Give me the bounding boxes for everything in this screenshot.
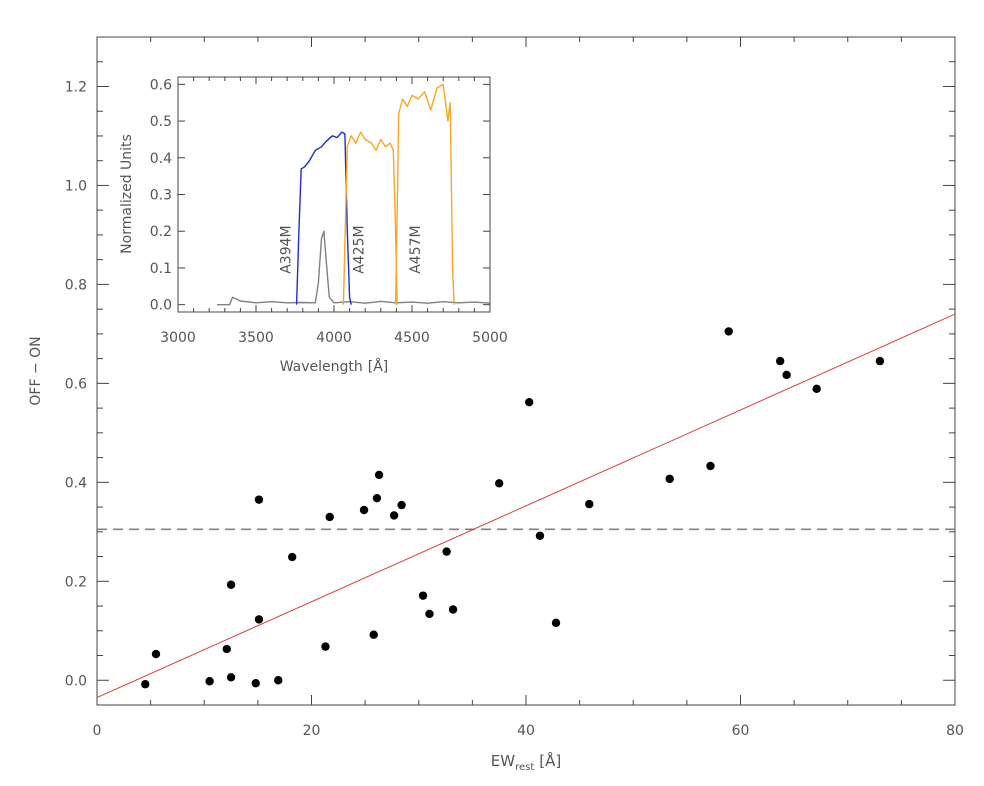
main-scatter-plot: 0 20 40 60 80 0.0 0.2 0.4 0.6 0.8 1.0 1.2 EWrest [Å… xyxy=(28,36,964,773)
main-y-tick-label: 1.0 xyxy=(65,178,87,194)
inset-filter-labels: A394M A425M A457M xyxy=(278,225,423,273)
data-point xyxy=(775,356,785,366)
inset-x-ticks: 3000 3500 4000 4500 5000 xyxy=(160,77,508,346)
main-y-ticks: 0.0 0.2 0.4 0.6 0.8 1.0 1.2 xyxy=(65,61,955,706)
inset-spectrum-plot: 3000 3500 4000 4500 5000 0.00.10.20.30.40.50… xyxy=(119,76,508,375)
data-point xyxy=(369,630,378,639)
data-point xyxy=(205,677,214,686)
inset-x-tick-label: 3000 xyxy=(160,330,196,346)
spectrum-curve xyxy=(342,131,398,305)
linear-fit-line xyxy=(96,313,956,699)
data-point xyxy=(525,397,534,407)
main-y-tick-label: 1.2 xyxy=(65,79,87,95)
inset-series-lines xyxy=(217,83,491,306)
data-point xyxy=(551,618,561,628)
spectrum-curve xyxy=(217,230,491,306)
inset-y-tick-label: 0.1 xyxy=(150,261,172,277)
inset-x-tick-label: 4000 xyxy=(316,330,352,346)
inset-x-axis-label: Wavelength [Å] xyxy=(280,358,389,375)
spectrum-curve xyxy=(394,83,455,305)
main-y-tick-label: 0.8 xyxy=(65,277,87,293)
data-point xyxy=(397,500,406,510)
data-point xyxy=(274,676,283,685)
data-point xyxy=(151,649,161,659)
inset-background xyxy=(178,77,490,312)
main-x-ticks: 0 20 40 60 80 xyxy=(93,37,964,739)
main-y-tick-label: 0.0 xyxy=(65,673,87,689)
main-y-tick-label: 0.4 xyxy=(65,475,87,491)
inset-y-tick-label: 0.6 xyxy=(150,77,172,93)
filter-label: A457M xyxy=(408,225,424,273)
data-point xyxy=(706,461,715,471)
inset-y-tick-label: 0.3 xyxy=(150,188,172,204)
data-point xyxy=(254,495,264,504)
data-point xyxy=(425,609,434,619)
data-point xyxy=(442,547,451,556)
data-point xyxy=(875,356,885,366)
data-point xyxy=(372,493,382,503)
data-point xyxy=(724,327,733,336)
inset-y-tick-label: 0.4 xyxy=(150,151,172,167)
data-point xyxy=(448,605,458,614)
inset-y-tick-label: 0.5 xyxy=(150,114,172,130)
data-point xyxy=(226,580,236,589)
main-x-axis-label: EWrest [Å] xyxy=(491,751,561,773)
data-point xyxy=(251,679,260,688)
main-reference-lines xyxy=(96,313,956,699)
inset-x-tick-label: 3500 xyxy=(238,330,274,346)
filter-label: A425M xyxy=(352,225,368,273)
inset-x-tick-label: 4500 xyxy=(394,330,430,346)
data-point xyxy=(812,384,821,394)
data-point xyxy=(359,505,369,515)
main-y-axis-label: OFF − ON xyxy=(28,336,44,405)
inset-x-tick-label: 5000 xyxy=(472,330,508,346)
data-point xyxy=(325,512,334,522)
main-y-tick-label: 0.2 xyxy=(65,574,87,590)
data-point xyxy=(418,591,428,600)
main-x-tick-label: 80 xyxy=(946,723,964,739)
data-point xyxy=(374,470,384,480)
data-point xyxy=(287,552,297,562)
data-point xyxy=(254,615,264,624)
main-y-tick-label: 0.6 xyxy=(65,376,87,392)
inset-y-axis-label: Normalized Units xyxy=(119,134,135,254)
main-x-tick-label: 40 xyxy=(517,723,535,739)
inset-y-tick-label: 0.0 xyxy=(150,298,172,314)
main-x-tick-label: 20 xyxy=(303,723,321,739)
data-point xyxy=(782,370,791,380)
data-point xyxy=(226,673,236,682)
data-point xyxy=(222,644,231,654)
inset-y-tick-label: 0.2 xyxy=(150,224,172,240)
data-point xyxy=(535,531,545,540)
main-x-tick-label: 0 xyxy=(93,723,102,739)
data-point xyxy=(389,511,399,520)
filter-label: A394M xyxy=(278,225,294,273)
inset-y-ticks: 0.0 0.1 0.2 0.3 0.4 0.5 0.6 xyxy=(150,77,490,314)
data-point xyxy=(585,499,594,509)
data-point xyxy=(321,642,330,651)
data-point xyxy=(494,479,504,488)
main-x-tick-label: 60 xyxy=(732,723,750,739)
main-data-points xyxy=(141,327,885,689)
data-point xyxy=(141,680,150,689)
data-point xyxy=(665,474,674,484)
